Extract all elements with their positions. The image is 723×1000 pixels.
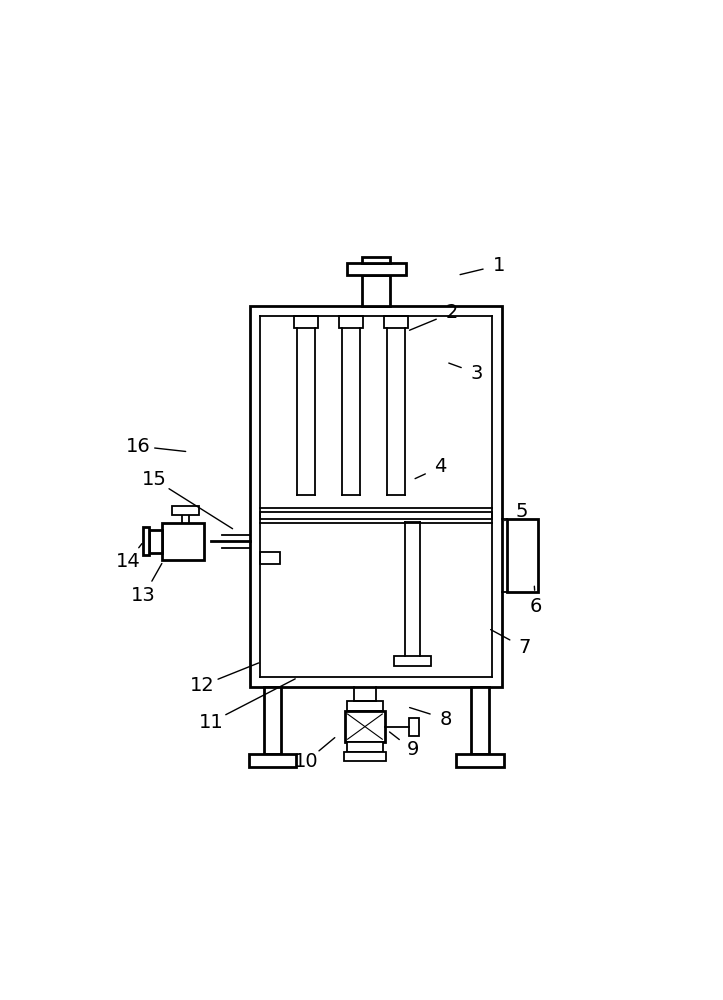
Bar <box>182 511 189 523</box>
Bar <box>456 754 504 767</box>
Bar <box>263 687 281 754</box>
Text: 6: 6 <box>530 597 542 616</box>
Text: 5: 5 <box>515 502 528 521</box>
Text: 15: 15 <box>142 470 167 489</box>
Text: 16: 16 <box>126 437 150 456</box>
Bar <box>362 257 390 263</box>
Bar <box>339 316 363 328</box>
Text: 10: 10 <box>294 752 318 771</box>
Text: 11: 11 <box>199 713 223 732</box>
Bar <box>347 742 383 752</box>
Bar <box>260 552 280 564</box>
Bar <box>471 687 489 754</box>
Bar <box>507 519 537 592</box>
Bar <box>150 530 162 553</box>
Text: 4: 4 <box>435 457 447 476</box>
Bar <box>344 752 386 761</box>
Bar <box>162 523 204 560</box>
Bar <box>394 656 431 666</box>
Text: 14: 14 <box>116 552 141 571</box>
Bar <box>142 527 150 555</box>
Text: 12: 12 <box>190 676 215 695</box>
Text: 1: 1 <box>493 256 505 275</box>
Text: 2: 2 <box>445 303 458 322</box>
Bar <box>408 718 419 736</box>
Bar <box>347 263 406 275</box>
Bar <box>294 316 318 328</box>
Text: 3: 3 <box>471 364 483 383</box>
Text: 7: 7 <box>518 638 531 657</box>
Bar <box>384 316 408 328</box>
Bar <box>345 711 385 742</box>
Text: 8: 8 <box>440 710 453 729</box>
Text: 9: 9 <box>406 740 419 759</box>
Bar <box>249 754 296 767</box>
Bar <box>250 306 502 687</box>
Bar <box>260 512 492 519</box>
Bar <box>362 275 390 306</box>
Bar <box>347 701 383 711</box>
Text: 13: 13 <box>132 586 156 605</box>
Bar <box>172 506 199 515</box>
